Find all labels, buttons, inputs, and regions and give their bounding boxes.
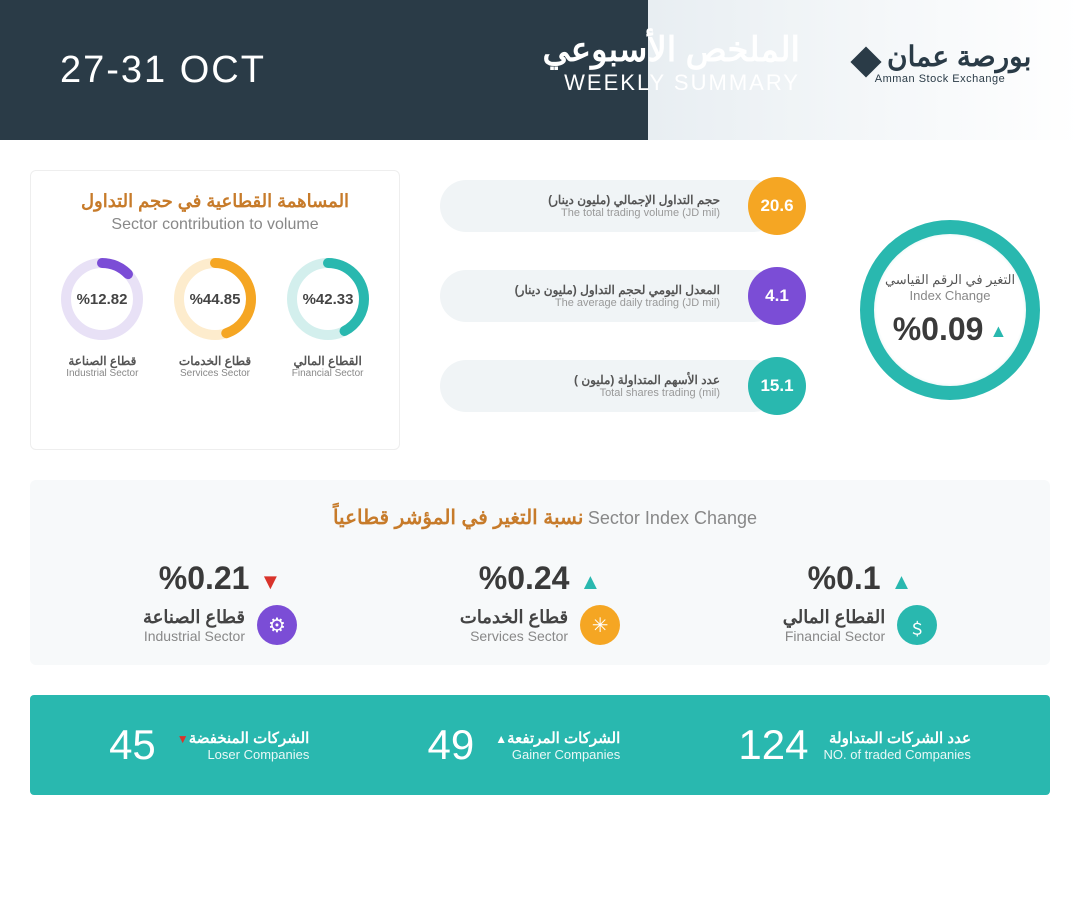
kpi-panel: حجم التداول الإجمالي (مليون دينار) The t… — [420, 170, 1050, 450]
sector-icon: ﹩ — [897, 605, 937, 645]
sector-title-ar: المساهمة القطاعية في حجم التداول — [46, 191, 384, 212]
up-triangle-icon: ▲ — [891, 569, 913, 594]
title-english: WEEKLY SUMMARY — [542, 70, 800, 96]
donut-services-sector: %44.85 قطاع الخدمات Services Sector — [165, 254, 265, 379]
date-range: 27-31 OCT — [60, 49, 266, 92]
logo-english: Amman Stock Exchange — [840, 73, 1040, 85]
donut-financial-sector: %42.33 القطاع المالي Financial Sector — [278, 254, 378, 379]
footer-stats-bar: 45 الشركات المنخفضة Loser Companies 49 ا… — [30, 695, 1050, 795]
up-triangle-icon — [489, 730, 507, 747]
index-label-ar: التغير في الرقم القياسي — [885, 272, 1015, 288]
kpi-value-bubble: 4.1 — [748, 267, 806, 325]
index-value: %0.09▲ — [893, 311, 1008, 348]
sector-icon: ⚙ — [257, 605, 297, 645]
header-bar: 27-31 OCT الملخص الأسبوعي WEEKLY SUMMARY… — [0, 0, 1080, 140]
gainer-count: 49 — [428, 721, 475, 769]
sector-volume-panel: المساهمة القطاعية في حجم التداول Sector … — [30, 170, 400, 450]
sector-index-item: %0.1▲ القطاع المالي Financial Sector ﹩ — [720, 560, 1000, 645]
index-change-circle: التغير في الرقم القياسي Index Change %0.… — [860, 220, 1040, 400]
sector-icon: ✳ — [580, 605, 620, 645]
sector-index-change-panel: نسبة التغير في المؤشر قطاعياً Sector Ind… — [30, 480, 1050, 665]
title-arabic: الملخص الأسبوعي — [542, 30, 800, 70]
sector-index-item: %0.24▲ قطاع الخدمات Services Sector ✳ — [400, 560, 680, 645]
traded-companies: 124 عدد الشركات المتداولة NO. of traded … — [738, 721, 970, 769]
svg-text:%42.33: %42.33 — [302, 291, 353, 308]
index-label-en: Index Change — [910, 288, 991, 303]
kpi-pill: المعدل اليومي لحجم التداول (مليون دينار)… — [440, 270, 780, 322]
kpi-pill: عدد الأسهم المتداولة (مليون ) Total shar… — [440, 360, 780, 412]
traded-count: 124 — [738, 721, 808, 769]
down-triangle-icon — [171, 730, 189, 747]
sector-index-item: %0.21▼ قطاع الصناعة Industrial Sector ⚙ — [80, 560, 360, 645]
header-title: الملخص الأسبوعي WEEKLY SUMMARY — [542, 30, 800, 96]
sic-title-ar: نسبة التغير في المؤشر قطاعياً — [333, 507, 584, 529]
logo-arabic: بورصة عمان — [887, 41, 1031, 72]
sic-title-en: Sector Index Change — [588, 508, 757, 528]
up-triangle-icon: ▲ — [989, 321, 1007, 341]
down-triangle-icon: ▼ — [259, 569, 281, 594]
donut-industrial-sector: %12.82 قطاع الصناعة Industrial Sector — [52, 254, 152, 379]
kpi-value-bubble: 20.6 — [748, 177, 806, 235]
kpi-pill: حجم التداول الإجمالي (مليون دينار) The t… — [440, 180, 780, 232]
sector-title-en: Sector contribution to volume — [46, 216, 384, 234]
exchange-logo: بورصة عمان Amman Stock Exchange — [840, 40, 1040, 85]
svg-text:%12.82: %12.82 — [77, 291, 128, 308]
svg-text:%44.85: %44.85 — [190, 291, 241, 308]
kpi-value-bubble: 15.1 — [748, 357, 806, 415]
gainer-companies: 49 الشركات المرتفعة Gainer Companies — [428, 721, 621, 769]
up-triangle-icon: ▲ — [579, 569, 601, 594]
loser-count: 45 — [109, 721, 156, 769]
loser-companies: 45 الشركات المنخفضة Loser Companies — [109, 721, 309, 769]
